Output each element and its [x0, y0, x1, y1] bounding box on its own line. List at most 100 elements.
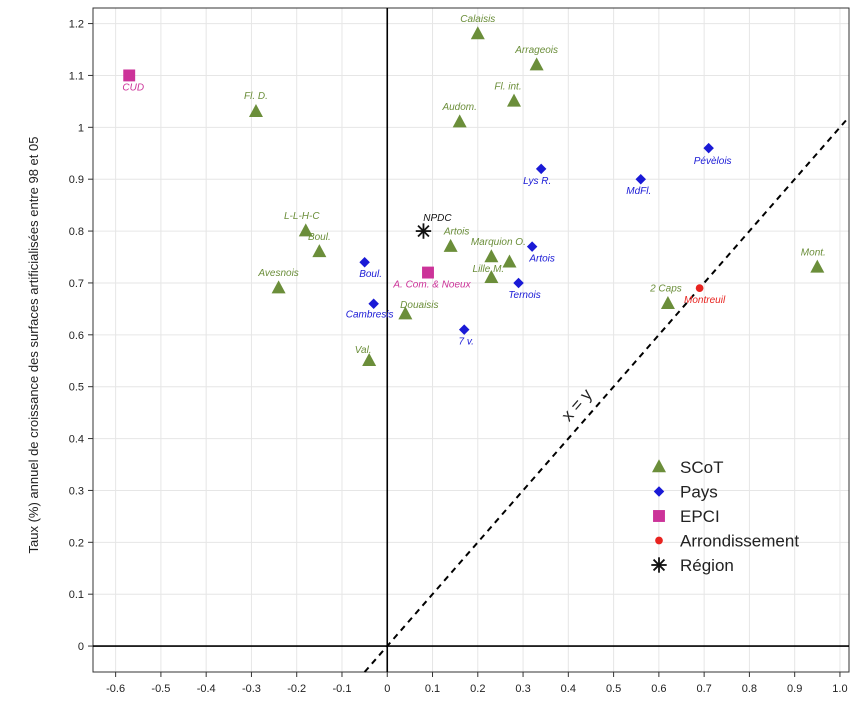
diagonal-label: x = y	[558, 385, 597, 425]
point-label: Pévèlois	[694, 156, 732, 167]
point-label: 2 Caps	[649, 284, 682, 295]
point-scot-marker	[529, 57, 544, 71]
point-label: NPDC	[423, 213, 452, 224]
y-tick-label: 0.9	[69, 174, 84, 186]
point-label: MdFl.	[626, 186, 651, 197]
y-axis-label: Taux (%) annuel de croissance des surfac…	[26, 137, 41, 554]
point-label: Boul.	[308, 232, 331, 243]
point-scot-marker	[470, 26, 485, 40]
point-label: Mont.	[801, 247, 826, 258]
legend-marker-r-gion	[651, 557, 667, 573]
point-scot-marker	[484, 249, 499, 263]
legend-label: SCoT	[680, 458, 723, 477]
point-arrondissement-marker	[695, 284, 704, 292]
x-tick-label: 0.9	[787, 683, 802, 695]
legend: SCoT Pays EPCI Arrondissement Région	[651, 458, 799, 575]
y-tick-label: 0.4	[69, 434, 84, 446]
point-label: Marquion O.	[471, 237, 526, 248]
point-label: Fl. D.	[244, 91, 268, 102]
x-tick-label: -0.2	[287, 683, 306, 695]
y-tick-label: 0	[78, 641, 84, 653]
legend-marker-scot	[652, 459, 666, 473]
x-tick-label: 0.7	[696, 683, 711, 695]
point-epci-marker	[123, 69, 136, 82]
point-pays-marker	[513, 277, 524, 289]
y-tick-label: 1	[78, 122, 84, 134]
point-pays-marker	[635, 173, 647, 185]
point-labels: Calaisis Arrageois Fl. D. Fl. int. Audom. L-L…	[122, 14, 825, 356]
point-label: 7 v.	[459, 337, 474, 348]
point-label: Cambresis	[346, 310, 394, 321]
legend-marker-pays	[653, 486, 665, 497]
point-label: CUD	[122, 82, 144, 93]
point-scot-marker	[452, 114, 467, 128]
data-points	[123, 26, 825, 366]
legend-label: Arrondissement	[680, 532, 799, 551]
point-scot-marker	[312, 244, 327, 258]
point-pays-marker	[703, 142, 714, 154]
x-tick-label: -0.5	[151, 683, 170, 695]
point-scot-marker	[271, 280, 286, 294]
y-tick-label: 0.2	[69, 537, 84, 549]
y-tick-label: 0.6	[69, 330, 84, 342]
diagonal-line: x = y	[363, 116, 850, 673]
point-pays-marker	[359, 256, 370, 268]
point-label: Montreuil	[684, 295, 726, 306]
x-tick-label: -0.4	[197, 683, 216, 695]
legend-label: Région	[680, 556, 734, 575]
point-scot-marker	[484, 270, 499, 283]
x-equals-y-line	[363, 116, 850, 673]
point-label: Boul.	[359, 269, 382, 280]
point-scot-marker	[362, 353, 377, 366]
point-scot-marker	[443, 238, 458, 252]
axes: -0.6 -0.5 -0.4 -0.3 -0.2 -0.1 0 0.1 0.2 0.3 0.4 0.5…	[69, 7, 850, 695]
x-tick-label: 0.3	[515, 683, 530, 695]
point-label: A. Com. & Noeux	[392, 280, 471, 291]
y-tick-label: 1.1	[69, 70, 84, 82]
point-label: Artois	[528, 254, 555, 265]
point-label: Artois	[443, 227, 470, 238]
y-tick-label: 0.1	[69, 589, 84, 601]
point-label: Val.	[355, 345, 372, 356]
point-label: Douaisis	[400, 300, 438, 311]
point-scot-marker	[248, 104, 263, 117]
point-label: Calaisis	[460, 14, 495, 25]
point-pays-marker	[458, 324, 470, 335]
x-tick-label: 0.5	[606, 683, 621, 695]
point-scot-marker	[660, 295, 675, 309]
point-label: Avesnois	[257, 268, 298, 279]
legend-marker-arrondissement	[655, 536, 663, 545]
point-pays-marker	[535, 163, 547, 175]
point-epci-marker	[422, 266, 434, 279]
point-label: Lille M.	[473, 264, 505, 275]
x-tick-label: 0.6	[651, 683, 666, 695]
point-pays-marker	[526, 241, 538, 252]
y-tick-label: 0.5	[69, 382, 84, 394]
x-tick-label: 0.4	[561, 683, 576, 695]
point-scot-marker	[810, 259, 825, 273]
y-tick-label: 0.8	[69, 226, 84, 238]
point-label: Arrageois	[514, 45, 558, 56]
legend-label: EPCI	[680, 507, 720, 526]
point-label: L-L-H-C	[284, 211, 320, 222]
point-pays-marker	[368, 298, 379, 309]
x-tick-label: -0.6	[106, 683, 125, 695]
plot-frame	[92, 7, 850, 673]
point-scot-marker	[298, 223, 313, 237]
point-scot-marker	[502, 254, 517, 268]
point-label: Ternois	[508, 290, 540, 301]
legend-marker-epci	[653, 510, 665, 522]
x-tick-label: 0	[384, 683, 390, 695]
point-label: Fl. int.	[494, 81, 521, 92]
y-tick-label: 0.7	[69, 278, 84, 290]
legend-label: Pays	[680, 483, 718, 502]
x-tick-label: -0.3	[242, 683, 261, 695]
point-scot-marker	[398, 306, 413, 320]
y-tick-label: 1.2	[69, 19, 84, 31]
x-tick-label: 0.1	[425, 683, 440, 695]
point-label: Lys R.	[523, 176, 551, 187]
x-tick-label: -0.1	[332, 683, 351, 695]
point-scot-marker	[507, 93, 522, 107]
